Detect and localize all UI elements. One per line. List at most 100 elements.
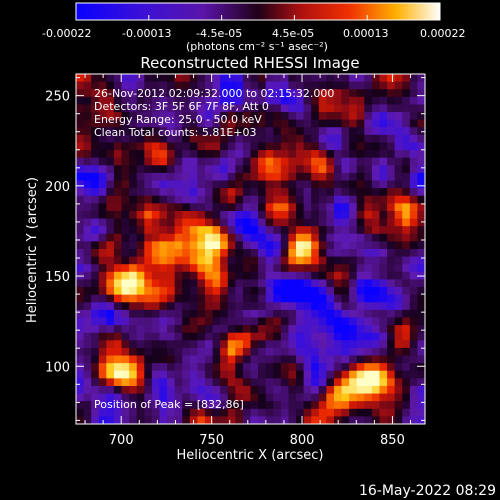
heatmap-cell — [258, 332, 267, 341]
heatmap-cell — [296, 165, 305, 174]
heatmap-cell — [76, 74, 85, 83]
heatmap-cell — [91, 210, 100, 220]
heatmap-cell — [136, 355, 145, 364]
heatmap-cell — [174, 188, 183, 197]
heatmap-cell — [113, 165, 123, 174]
heatmap-cell — [318, 96, 327, 106]
heatmap-cell — [394, 104, 403, 113]
heatmap-cell — [409, 287, 419, 296]
heatmap-cell — [417, 165, 425, 174]
heatmap-cell — [189, 325, 198, 334]
heatmap-cell — [174, 172, 183, 182]
heatmap-cell — [242, 188, 252, 197]
heatmap-cell — [258, 150, 267, 159]
heatmap-cell — [136, 332, 145, 341]
heatmap-cell — [167, 233, 176, 242]
heatmap-cell — [129, 127, 138, 136]
heatmap-cell — [311, 157, 320, 166]
heatmap-cell — [121, 264, 130, 273]
heatmap-cell — [288, 294, 297, 303]
heatmap-cell — [106, 188, 115, 197]
heatmap-cell — [136, 401, 145, 410]
heatmap-cell — [113, 279, 123, 288]
heatmap-cell — [250, 393, 259, 402]
heatmap-cell — [333, 279, 343, 288]
colorbar-tick-label: 4.5e-05 — [272, 27, 314, 40]
heatmap-cell — [326, 271, 335, 281]
heatmap-cell — [182, 294, 191, 303]
heatmap-cell — [167, 401, 176, 410]
heatmap-cell — [182, 249, 191, 258]
heatmap-cell — [318, 363, 327, 372]
heatmap-cell — [265, 370, 274, 379]
heatmap-cell — [91, 81, 100, 90]
heatmap-cell — [235, 340, 244, 349]
heatmap-cell — [318, 256, 327, 265]
heatmap-cell — [91, 378, 100, 387]
heatmap-cell — [417, 279, 425, 288]
heatmap-cell — [242, 142, 252, 151]
heatmap-cell — [136, 210, 145, 220]
heatmap-cell — [98, 378, 107, 387]
heatmap-cell — [189, 287, 198, 296]
heatmap-cell — [326, 401, 335, 410]
heatmap-cell — [303, 363, 312, 372]
heatmap-cell — [409, 134, 419, 144]
heatmap-cell — [379, 233, 388, 242]
heatmap-cell — [280, 142, 290, 151]
heatmap-cell — [326, 188, 335, 197]
heatmap-cell — [220, 96, 229, 106]
heatmap-cell — [409, 119, 419, 128]
heatmap-cell — [387, 203, 396, 212]
heatmap-cell — [174, 165, 183, 174]
heatmap-cell — [258, 355, 267, 364]
heatmap-cell — [76, 150, 85, 159]
annotation-time-range: 26-Nov-2012 02:09:32.000 to 02:15:32.000 — [94, 87, 334, 100]
heatmap-cell — [136, 96, 145, 106]
heatmap-cell — [167, 393, 176, 402]
heatmap-cell — [326, 287, 335, 296]
heatmap-cell — [212, 256, 221, 265]
heatmap-cell — [189, 89, 198, 98]
heatmap-cell — [98, 74, 107, 83]
heatmap-cell — [288, 256, 297, 265]
heatmap-cell — [197, 355, 206, 364]
heatmap-cell — [265, 256, 274, 265]
heatmap-cell — [235, 142, 244, 151]
heatmap-cell — [303, 393, 312, 402]
heatmap-cell — [204, 81, 214, 90]
heatmap-cell — [303, 271, 312, 281]
heatmap-cell — [242, 347, 252, 357]
heatmap-cell — [174, 233, 183, 242]
heatmap-cell — [387, 401, 396, 410]
heatmap-cell — [151, 233, 161, 242]
heatmap-cell — [417, 195, 425, 204]
heatmap-cell — [204, 127, 214, 136]
heatmap-cell — [379, 309, 388, 319]
heatmap-cell — [250, 142, 259, 151]
heatmap-cell — [144, 96, 153, 106]
heatmap-cell — [311, 188, 320, 197]
heatmap-cell — [303, 294, 312, 303]
heatmap-cell — [349, 302, 358, 311]
heatmap-cell — [311, 393, 320, 402]
heatmap-cell — [121, 256, 130, 265]
heatmap-cell — [144, 347, 153, 357]
heatmap-cell — [167, 210, 176, 220]
heatmap-cell — [318, 218, 327, 227]
heatmap-cell — [159, 401, 168, 410]
heatmap-cell — [318, 302, 327, 311]
heatmap-cell — [409, 89, 419, 98]
heatmap-cell — [333, 332, 343, 341]
heatmap-cell — [151, 127, 161, 136]
heatmap-cell — [341, 104, 350, 113]
heatmap-cell — [182, 81, 191, 90]
heatmap-cell — [144, 150, 153, 159]
heatmap-cell — [189, 393, 198, 402]
heatmap-cell — [356, 256, 365, 265]
heatmap-cell — [303, 256, 312, 265]
heatmap-cell — [387, 134, 396, 144]
heatmap-cell — [189, 249, 198, 258]
heatmap-cell — [356, 226, 365, 235]
heatmap-cell — [144, 226, 153, 235]
